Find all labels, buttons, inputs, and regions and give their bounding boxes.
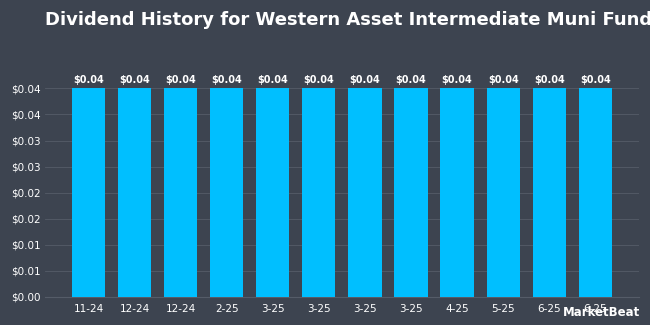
Bar — [210, 88, 243, 297]
Bar — [578, 88, 612, 297]
Bar — [441, 88, 474, 297]
Text: $0.04: $0.04 — [534, 75, 565, 85]
Bar — [118, 88, 151, 297]
Bar — [532, 88, 566, 297]
Text: Dividend History for Western Asset Intermediate Muni Fund: Dividend History for Western Asset Inter… — [45, 11, 650, 29]
Text: $0.04: $0.04 — [442, 75, 473, 85]
Bar — [395, 88, 428, 297]
Text: $0.04: $0.04 — [73, 75, 104, 85]
Text: $0.04: $0.04 — [350, 75, 380, 85]
Text: $0.04: $0.04 — [580, 75, 611, 85]
Bar — [348, 88, 382, 297]
Text: $0.04: $0.04 — [211, 75, 242, 85]
Bar — [302, 88, 335, 297]
Bar — [256, 88, 289, 297]
Text: $0.04: $0.04 — [257, 75, 288, 85]
Text: $0.04: $0.04 — [396, 75, 426, 85]
Bar — [72, 88, 105, 297]
Text: $0.04: $0.04 — [165, 75, 196, 85]
Text: MarketBeat: MarketBeat — [563, 306, 640, 318]
Bar — [487, 88, 520, 297]
Bar — [164, 88, 197, 297]
Text: $0.04: $0.04 — [119, 75, 150, 85]
Text: $0.04: $0.04 — [304, 75, 334, 85]
Text: $0.04: $0.04 — [488, 75, 519, 85]
